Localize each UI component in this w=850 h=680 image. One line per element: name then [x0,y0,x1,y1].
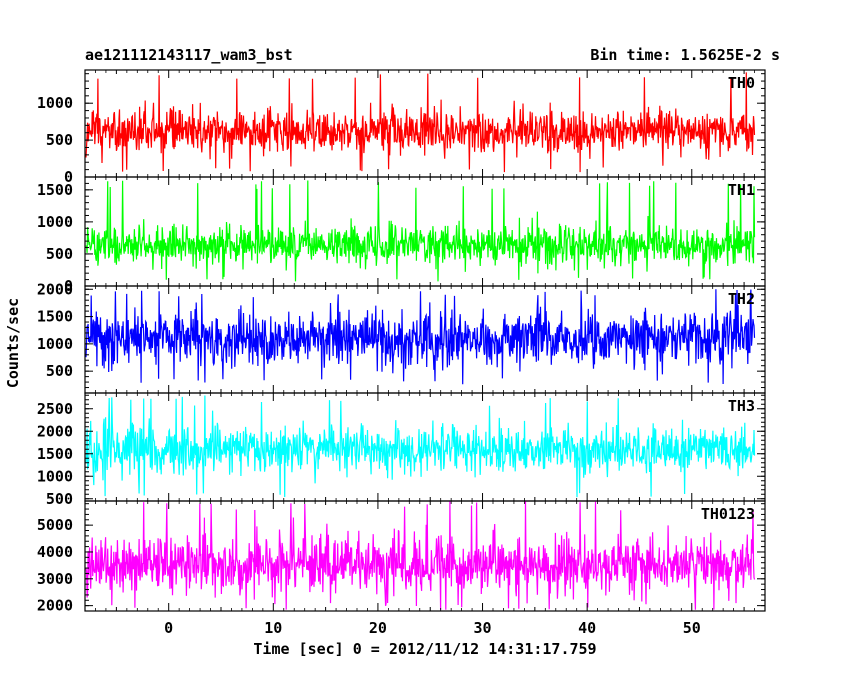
panel-label: TH2 [728,290,755,308]
y-tick-label: 2000 [37,280,73,298]
panel-th1: 0 500 1000 1500 TH1 [37,176,766,295]
x-tick-label: 0 [164,619,173,637]
panel-label: TH0123 [701,505,755,523]
x-axis-label: Time [sec] 0 = 2012/11/12 14:31:17.759 [253,640,596,658]
series-th2 [85,289,756,385]
y-tick-label: 2000 [37,422,73,440]
y-tick-label: 4000 [37,543,73,561]
x-tick-label: 20 [369,619,387,637]
y-tick-label: 500 [46,131,73,149]
y-tick-label: 3000 [37,570,73,588]
panel-th2: 500 1000 1500 2000 TH2 [37,280,766,394]
y-tick-label: 2000 [37,597,73,615]
x-tick-label: 10 [264,619,282,637]
y-tick-label: 0 [64,277,73,295]
y-tick-label: 0 [64,168,73,186]
panel-frame [84,500,766,612]
series-th0 [85,72,756,173]
y-tick-label: 1000 [37,213,73,231]
x-tick-label: 50 [683,619,701,637]
y-tick-label: 1000 [37,467,73,485]
panel-label: TH0 [728,74,755,92]
chart-title: ae121112143117_wam3_bst [85,46,293,64]
panel-th0: 0 500 1000 TH0 [37,69,766,186]
x-tick-label: 40 [578,619,596,637]
panel-th0123: 2000 3000 4000 5000 TH0123 [37,500,766,615]
y-tick-label: 1500 [37,308,73,326]
y-axis-label: Counts/sec [4,298,22,388]
y-tick-label: 1000 [37,335,73,353]
bin-time-label: Bin time: 1.5625E-2 s [590,46,780,64]
series-th3 [85,395,756,498]
y-tick-label: 500 [46,245,73,263]
y-tick-label: 5000 [37,516,73,534]
x-tick-label: 30 [474,619,492,637]
panel-th3: 500 1000 1500 2000 2500 TH3 [37,392,766,508]
y-tick-label: 2500 [37,400,73,418]
series-th0123 [85,501,756,610]
y-tick-label: 1000 [37,94,73,112]
panel-label: TH3 [728,397,755,415]
panel-label: TH1 [728,181,755,199]
y-tick-label: 500 [46,362,73,380]
y-tick-label: 1500 [37,445,73,463]
y-tick-label: 500 [46,490,73,508]
series-th1 [85,180,756,282]
y-tick-label: 1500 [37,181,73,199]
